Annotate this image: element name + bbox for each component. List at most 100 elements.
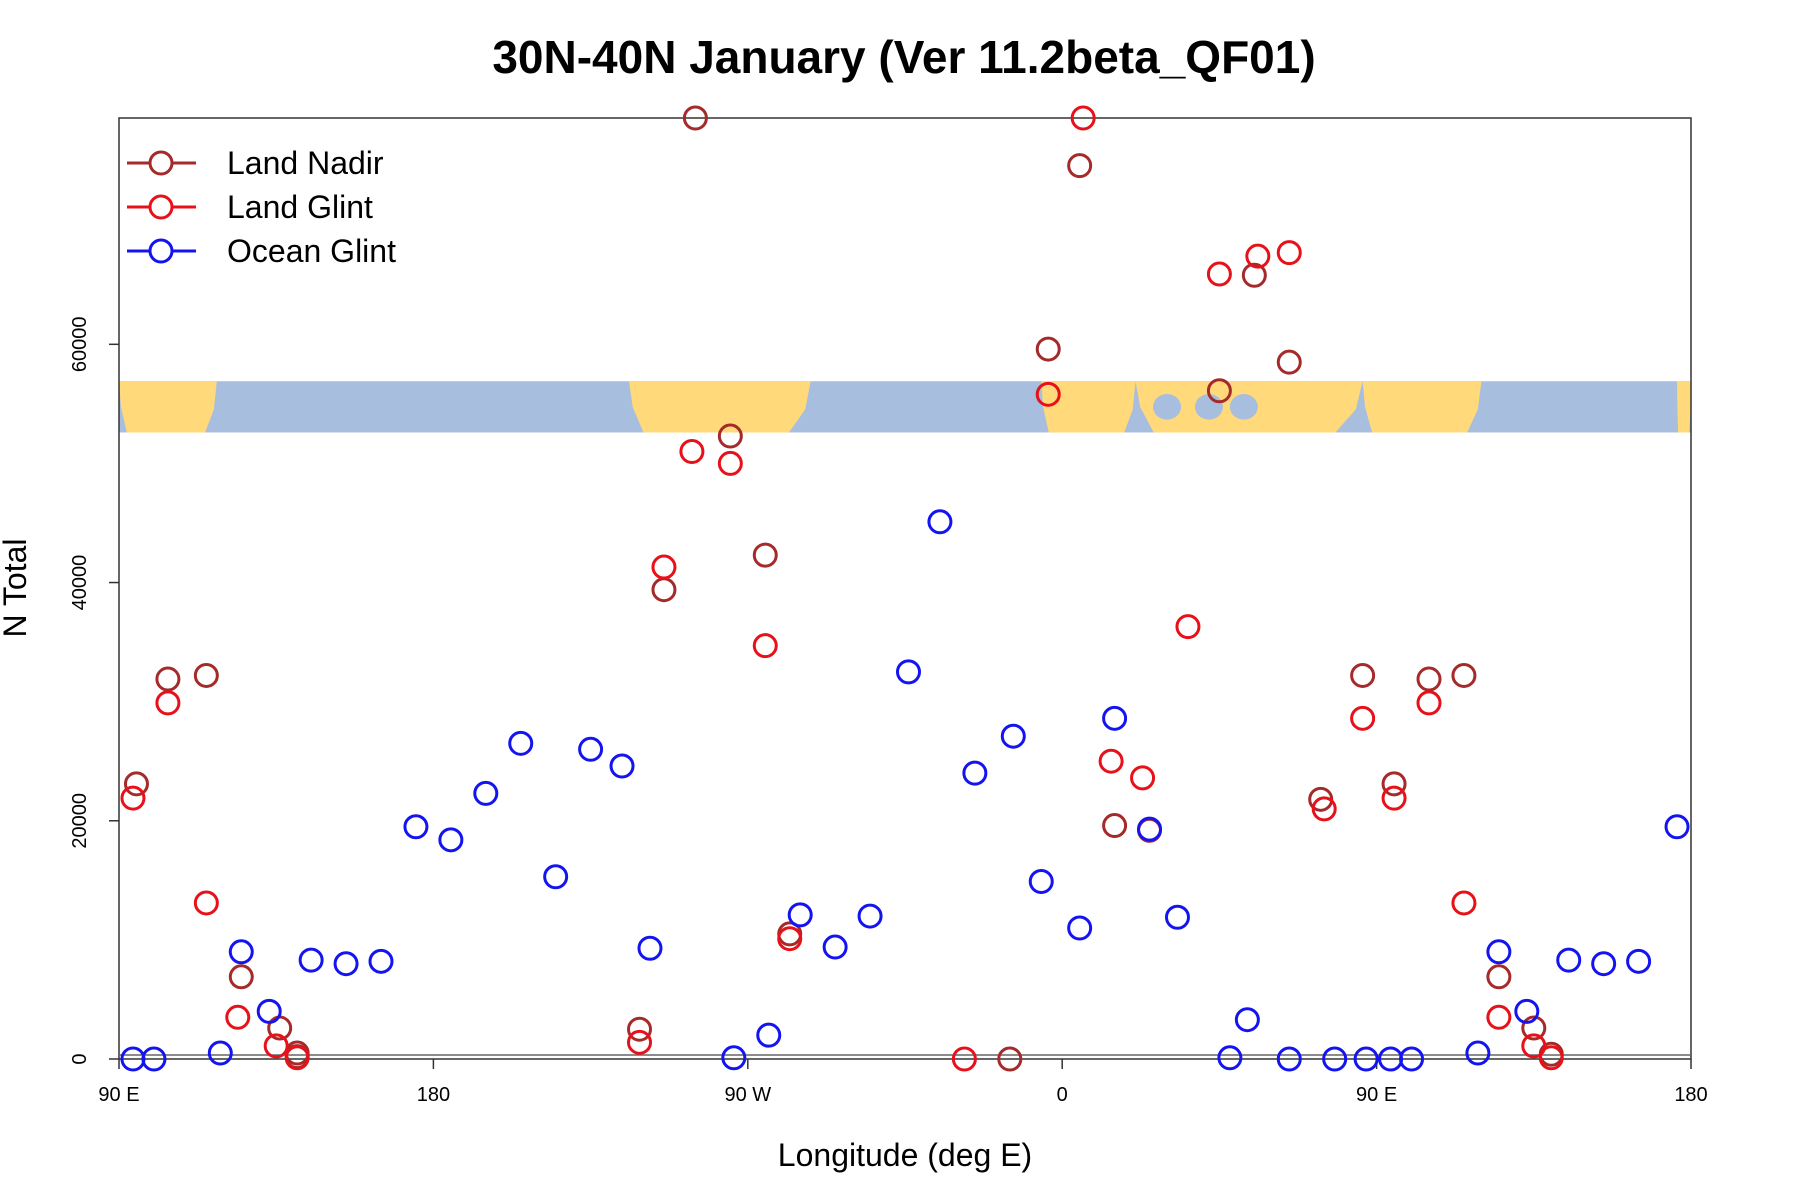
ocean-glint-point: [207, 1040, 233, 1066]
legend-marker-land-glint: [148, 194, 174, 220]
land-nadir-point: [651, 577, 677, 603]
legend-label-ocean-glint: Ocean Glint: [227, 233, 396, 269]
ocean-glint-point: [578, 736, 604, 762]
ocean-glint-point: [543, 864, 569, 890]
land-nadir-point: [1416, 666, 1442, 692]
map-land: [1677, 381, 1691, 433]
ocean-glint-point: [962, 760, 988, 786]
land-glint-point: [1350, 705, 1376, 731]
land-glint-point: [627, 1029, 653, 1055]
land-glint-point: [1451, 890, 1477, 916]
y-axis: 0 20000 40000 60000: [69, 317, 119, 1065]
ocean-glint-point: [609, 753, 635, 779]
land-nadir-point: [1381, 771, 1407, 797]
land-nadir-point: [1206, 378, 1232, 404]
ocean-glint-point: [1028, 869, 1054, 895]
legend-label-land-glint: Land Glint: [227, 189, 373, 225]
land-glint-point: [651, 554, 677, 580]
land-glint-point: [1175, 614, 1201, 640]
land-glint-point: [1245, 243, 1271, 269]
land-glint-point: [120, 785, 146, 811]
land-glint-point: [1521, 1033, 1547, 1059]
ocean-glint-point: [1514, 998, 1540, 1024]
ocean-glint-point: [1399, 1046, 1425, 1072]
ocean-glint-point: [637, 935, 663, 961]
y-tick-label: 60000: [69, 317, 91, 373]
ocean-glint-point: [1322, 1046, 1348, 1072]
x-axis: 90 E 180 90 W 0 90 E 180: [98, 1059, 1708, 1106]
ocean-glint-point: [403, 814, 429, 840]
ocean-glint-point: [721, 1045, 747, 1071]
land-nadir-point: [997, 1046, 1023, 1072]
land-glint-point: [1206, 261, 1232, 287]
map-sea: [1153, 394, 1181, 420]
ocean-glint-point: [756, 1022, 782, 1048]
land-glint-point: [263, 1033, 289, 1059]
world-map-strip: [119, 381, 1691, 433]
ocean-glint-point: [822, 934, 848, 960]
x-tick-label: 90 E: [1356, 1084, 1397, 1106]
land-nadir-point: [1350, 662, 1376, 688]
ocean-glint-point: [228, 939, 254, 965]
land-nadir-point: [1451, 662, 1477, 688]
land-glint-point: [1070, 105, 1096, 131]
land-nadir-point: [1521, 1015, 1547, 1041]
ocean-glint-point: [1556, 947, 1582, 973]
ocean-glint-point: [1276, 1046, 1302, 1072]
land-glint-point: [777, 926, 803, 952]
chart-title: 30N-40N January (Ver 11.2beta_QF01): [492, 31, 1315, 83]
land-nadir-point: [627, 1016, 653, 1042]
land-glint-point: [1098, 748, 1124, 774]
ocean-glint-point: [1067, 915, 1093, 941]
ocean-glint-point: [298, 947, 324, 973]
land-glint-point: [1538, 1045, 1564, 1071]
land-glint-point: [1381, 785, 1407, 811]
ocean-glint-point: [1486, 939, 1512, 965]
ocean-glint-point: [473, 780, 499, 806]
ocean-glint-point: [787, 902, 813, 928]
ocean-glint-point: [1164, 904, 1190, 930]
map-land: [629, 381, 811, 433]
ocean-glint-point: [1102, 705, 1128, 731]
map-sea: [1229, 394, 1258, 420]
ocean-glint-point: [256, 998, 282, 1024]
legend: Land Nadir Land Glint Ocean Glint: [127, 145, 396, 269]
land-glint-point: [752, 633, 778, 659]
legend-marker-land-nadir: [148, 150, 174, 176]
land-nadir-point: [1067, 153, 1093, 179]
map-land: [1362, 381, 1482, 433]
ocean-glint-point: [1217, 1045, 1243, 1071]
land-glint-point: [193, 890, 219, 916]
land-nadir-point: [155, 666, 181, 692]
land-nadir-point: [752, 542, 778, 568]
ocean-glint-point: [1664, 814, 1690, 840]
land-nadir-point: [123, 771, 149, 797]
legend-label-land-nadir: Land Nadir: [227, 145, 384, 181]
y-tick-label: 0: [69, 1053, 91, 1064]
land-glint-point: [1486, 1004, 1512, 1030]
ocean-glint-point: [1591, 951, 1617, 977]
land-glint-point: [951, 1046, 977, 1072]
x-tick-label: 180: [417, 1084, 450, 1106]
land-glint-point: [1276, 240, 1302, 266]
ocean-glint-point: [1137, 816, 1163, 842]
land-nadir-point: [1035, 336, 1061, 362]
ocean-glint-point: [927, 509, 953, 535]
land-nadir-point: [228, 964, 254, 990]
x-tick-label: 90 E: [98, 1084, 139, 1106]
land-nadir-point: [1276, 349, 1302, 375]
y-tick-label: 20000: [69, 793, 91, 849]
land-glint-point: [155, 690, 181, 716]
land-nadir-point: [1486, 964, 1512, 990]
land-glint-point: [1035, 381, 1061, 407]
land-nadir-point: [682, 105, 708, 131]
land-glint-point: [679, 439, 705, 465]
x-tick-label: 0: [1057, 1084, 1068, 1106]
land-nadir-point: [1102, 813, 1128, 839]
map-land: [119, 381, 217, 433]
x-tick-label: 90 W: [724, 1084, 771, 1106]
ocean-glint-point: [508, 730, 534, 756]
land-nadir-point: [717, 423, 743, 449]
land-glint-point: [284, 1045, 310, 1071]
